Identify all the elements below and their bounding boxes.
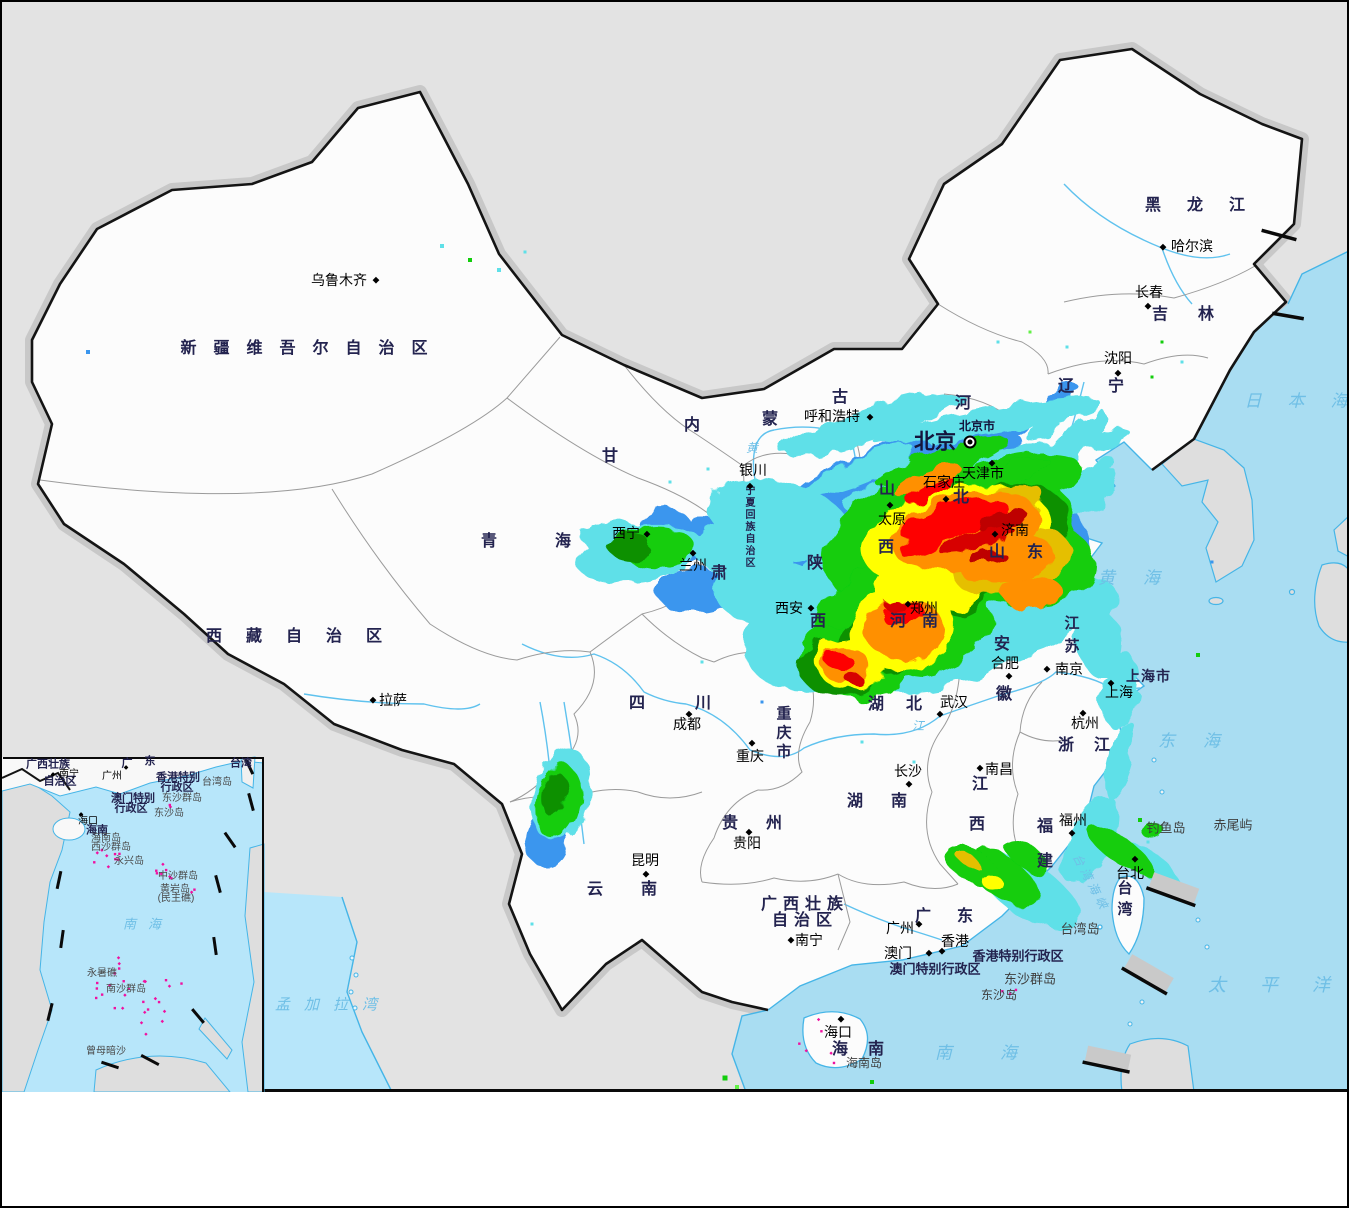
radar-speckles bbox=[86, 244, 1214, 1089]
island-reef-dots bbox=[798, 988, 1018, 1065]
national-border bbox=[30, 47, 1304, 1012]
inset-border-vietnam bbox=[2, 767, 71, 791]
south-china-sea-inset bbox=[2, 756, 265, 1092]
hainan-island bbox=[802, 1011, 869, 1069]
inset-borneo bbox=[93, 1055, 231, 1092]
inset-indochina bbox=[2, 781, 71, 1092]
inset-frame bbox=[3, 757, 264, 1092]
nine-dash-line bbox=[46, 757, 255, 1070]
china-radar-map bbox=[2, 2, 1347, 1092]
inset-china-coast bbox=[2, 760, 265, 797]
jeju bbox=[1208, 596, 1224, 606]
andaman-islands bbox=[348, 955, 359, 1011]
sea-bay-of-bengal bbox=[264, 892, 392, 1092]
radar-echo-layer bbox=[525, 383, 1180, 929]
kyushu bbox=[1314, 562, 1347, 643]
china-islands bbox=[802, 875, 1145, 1069]
taiwan-island bbox=[1111, 875, 1145, 955]
korea bbox=[1161, 438, 1255, 583]
inset-hainan bbox=[52, 817, 86, 841]
tsushima bbox=[1288, 588, 1296, 596]
ryukyu-islands bbox=[1127, 757, 1210, 1027]
trench-markers bbox=[1082, 228, 1305, 1074]
map-frame-bottom bbox=[2, 1089, 1347, 1092]
legend-panel: 全国雷达拼图 [2025-03-02 07:36:00] [ 组合反射率 ] d… bbox=[2, 1092, 1347, 1206]
inset-palawan bbox=[198, 1017, 233, 1060]
penghu bbox=[1097, 924, 1103, 930]
honshu-tip bbox=[1333, 516, 1347, 557]
foreign-lands bbox=[1120, 438, 1347, 1092]
